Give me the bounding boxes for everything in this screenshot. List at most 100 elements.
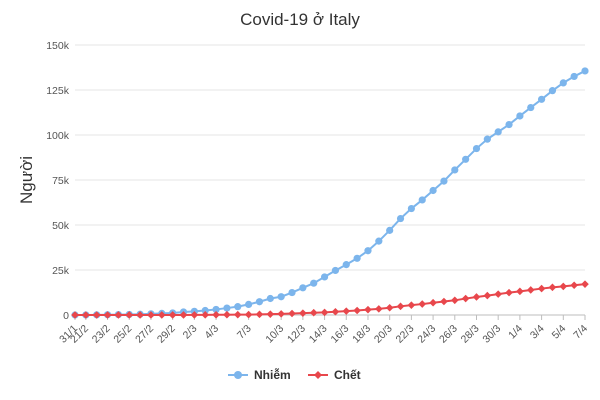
data-point[interactable] — [364, 247, 372, 255]
x-tick-label: 28/3 — [459, 323, 482, 346]
data-point[interactable] — [375, 237, 383, 245]
data-point[interactable] — [125, 311, 134, 319]
data-point[interactable] — [581, 67, 589, 75]
data-point[interactable] — [245, 300, 253, 309]
data-point[interactable] — [147, 311, 155, 319]
data-point[interactable] — [364, 305, 372, 314]
data-point[interactable] — [201, 311, 210, 319]
legend[interactable]: Nhiễm Chết — [228, 367, 361, 382]
data-point[interactable] — [320, 273, 329, 281]
data-point[interactable] — [266, 294, 274, 303]
series-deaths — [71, 280, 589, 319]
data-point[interactable] — [516, 287, 524, 296]
data-point[interactable] — [407, 204, 415, 213]
data-point[interactable] — [92, 311, 101, 319]
legend-item-deaths[interactable]: Chết — [308, 368, 361, 382]
data-point[interactable] — [537, 95, 546, 103]
data-point[interactable] — [234, 303, 242, 311]
data-point[interactable] — [494, 128, 502, 136]
data-point[interactable] — [440, 177, 448, 185]
data-point[interactable] — [136, 311, 144, 319]
data-point[interactable] — [407, 301, 416, 309]
data-point[interactable] — [548, 283, 557, 292]
data-point[interactable] — [527, 103, 535, 112]
data-point[interactable] — [158, 311, 166, 319]
data-point[interactable] — [342, 261, 350, 269]
series-line — [74, 70, 586, 316]
data-point[interactable] — [429, 298, 437, 307]
data-point[interactable] — [114, 311, 123, 319]
y-tick-label: 0 — [63, 310, 69, 322]
data-point[interactable] — [472, 293, 481, 301]
x-tick-label: 3/4 — [528, 323, 547, 342]
data-point[interactable] — [277, 310, 285, 318]
y-tick-label: 150k — [46, 40, 70, 52]
data-point[interactable] — [277, 293, 285, 301]
data-point[interactable] — [375, 305, 383, 313]
legend-marker — [234, 371, 242, 379]
data-point[interactable] — [71, 311, 79, 319]
data-point[interactable] — [179, 311, 188, 319]
legend-item-infected[interactable]: Nhiễm — [228, 367, 291, 382]
data-point[interactable] — [385, 303, 394, 312]
data-point[interactable] — [223, 310, 231, 319]
data-point[interactable] — [505, 288, 513, 297]
data-point[interactable] — [320, 308, 329, 317]
data-point[interactable] — [82, 311, 90, 319]
x-tick-label: 10/3 — [263, 323, 286, 346]
data-point[interactable] — [288, 288, 296, 297]
data-point[interactable] — [168, 311, 177, 319]
data-point[interactable] — [353, 254, 361, 262]
data-point[interactable] — [570, 72, 578, 81]
data-point[interactable] — [559, 79, 567, 87]
data-point[interactable] — [483, 291, 492, 300]
data-point[interactable] — [548, 87, 557, 95]
legend-label: Nhiễm — [254, 367, 291, 382]
data-point[interactable] — [396, 302, 405, 311]
data-point[interactable] — [581, 280, 589, 288]
data-point[interactable] — [570, 281, 578, 290]
data-point[interactable] — [462, 155, 470, 163]
data-point[interactable] — [309, 308, 318, 317]
data-point[interactable] — [516, 112, 524, 120]
data-point[interactable] — [472, 144, 481, 153]
data-point[interactable] — [451, 166, 459, 174]
data-point[interactable] — [494, 290, 502, 298]
data-point[interactable] — [353, 306, 361, 315]
x-tick-label: 7/4 — [571, 323, 590, 342]
data-point[interactable] — [223, 304, 231, 312]
data-point[interactable] — [255, 298, 264, 306]
data-point[interactable] — [201, 306, 209, 315]
data-point[interactable] — [483, 135, 491, 143]
data-point[interactable] — [212, 305, 220, 314]
chart-title: Covid-19 ở Italy — [240, 10, 360, 29]
data-point[interactable] — [342, 307, 351, 315]
x-tick-label: 12/3 — [285, 323, 308, 346]
data-point[interactable] — [288, 309, 296, 318]
data-point[interactable] — [244, 310, 253, 319]
data-point[interactable] — [331, 307, 340, 316]
data-point[interactable] — [461, 294, 470, 303]
data-point[interactable] — [103, 311, 112, 319]
data-point[interactable] — [255, 310, 264, 319]
data-point[interactable] — [299, 284, 307, 292]
data-point[interactable] — [418, 196, 426, 204]
data-point[interactable] — [190, 311, 199, 319]
data-point[interactable] — [310, 279, 318, 287]
x-tick-label: 18/3 — [350, 323, 373, 346]
data-point[interactable] — [266, 310, 275, 318]
data-point[interactable] — [526, 286, 535, 294]
data-point[interactable] — [299, 309, 307, 317]
data-point[interactable] — [331, 266, 340, 275]
data-point[interactable] — [505, 120, 513, 129]
data-point[interactable] — [386, 226, 394, 234]
data-point[interactable] — [396, 214, 405, 223]
data-point[interactable] — [233, 310, 242, 319]
data-point[interactable] — [559, 282, 568, 291]
data-point[interactable] — [429, 186, 437, 195]
data-point[interactable] — [418, 300, 427, 308]
data-point[interactable] — [212, 311, 220, 319]
data-point[interactable] — [440, 297, 448, 306]
data-point[interactable] — [537, 284, 546, 293]
data-point[interactable] — [450, 296, 459, 305]
